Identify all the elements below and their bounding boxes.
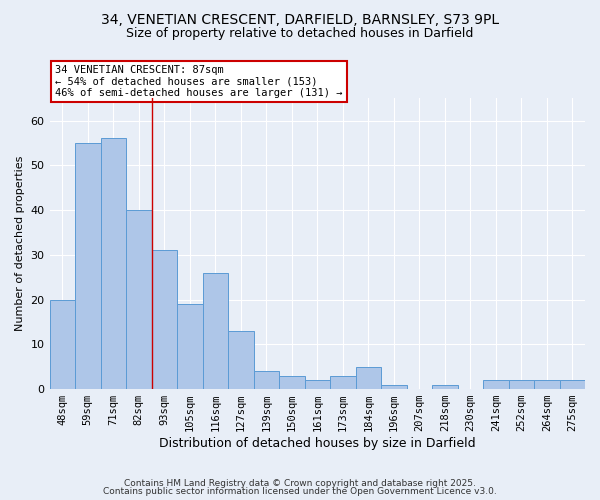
- Bar: [101, 138, 126, 389]
- Text: Contains HM Land Registry data © Crown copyright and database right 2025.: Contains HM Land Registry data © Crown c…: [124, 478, 476, 488]
- Bar: [509, 380, 534, 389]
- Bar: [305, 380, 330, 389]
- Text: Size of property relative to detached houses in Darfield: Size of property relative to detached ho…: [127, 28, 473, 40]
- Text: 34, VENETIAN CRESCENT, DARFIELD, BARNSLEY, S73 9PL: 34, VENETIAN CRESCENT, DARFIELD, BARNSLE…: [101, 12, 499, 26]
- Bar: [356, 366, 381, 389]
- Bar: [50, 300, 75, 389]
- Bar: [75, 143, 101, 389]
- Text: 34 VENETIAN CRESCENT: 87sqm
← 54% of detached houses are smaller (153)
46% of se: 34 VENETIAN CRESCENT: 87sqm ← 54% of det…: [55, 65, 343, 98]
- Bar: [152, 250, 177, 389]
- Bar: [432, 384, 458, 389]
- Y-axis label: Number of detached properties: Number of detached properties: [15, 156, 25, 332]
- Bar: [534, 380, 560, 389]
- Text: Contains public sector information licensed under the Open Government Licence v3: Contains public sector information licen…: [103, 488, 497, 496]
- Bar: [330, 376, 356, 389]
- Bar: [483, 380, 509, 389]
- Bar: [279, 376, 305, 389]
- Bar: [228, 331, 254, 389]
- Bar: [177, 304, 203, 389]
- Bar: [203, 272, 228, 389]
- Bar: [254, 371, 279, 389]
- Bar: [126, 210, 152, 389]
- Bar: [381, 384, 407, 389]
- Bar: [560, 380, 585, 389]
- X-axis label: Distribution of detached houses by size in Darfield: Distribution of detached houses by size …: [159, 437, 476, 450]
